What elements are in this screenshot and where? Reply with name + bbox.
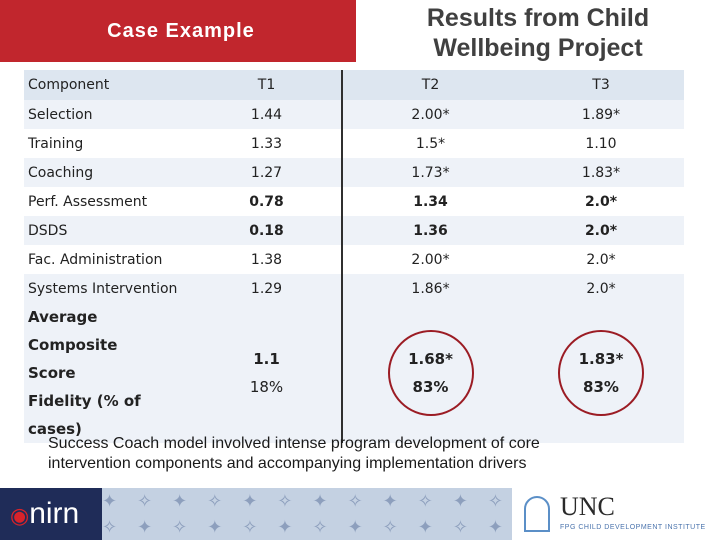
cell-t3: 1.10 — [518, 129, 684, 158]
column-header-t1: T1 — [192, 70, 343, 100]
row-label: DSDS — [24, 216, 192, 245]
average-t3-pct: 83% — [583, 378, 619, 396]
row-label: Systems Intervention — [24, 274, 192, 303]
results-table: Component T1 T2 T3 Selection 1.44 2.00* … — [24, 70, 684, 443]
column-header-t3: T3 — [518, 70, 684, 100]
slide-title-line-2: Wellbeing Project — [433, 34, 643, 62]
summary-text: Success Coach model involved intense pro… — [48, 434, 698, 474]
cell-t3: 1.83* — [518, 158, 684, 187]
highlight-circle: 1.68* 83% — [387, 330, 474, 416]
nirn-logo-text: nirn — [29, 497, 80, 530]
cell-t1: 1.27 — [192, 158, 343, 187]
cell-t3: 2.0* — [518, 274, 684, 303]
average-t1-score: 1.1 — [253, 350, 280, 368]
footer-banner: ✦✧✦✧✦✧✦✧✦✧✦✧ ✧✦✧✦✧✦✧✦✧✦✧✦ ◉nirn UNC FPG C… — [0, 488, 720, 540]
nirn-logo: ◉nirn — [10, 496, 79, 534]
old-well-icon — [524, 496, 550, 532]
summary-line: intervention components and accompanying… — [48, 455, 527, 472]
table-row: Coaching 1.27 1.73* 1.83* — [24, 158, 684, 187]
cell-t2: 2.00* — [342, 100, 518, 129]
cell-t3: 2.0* — [518, 187, 684, 216]
cell-t1: 1.29 — [192, 274, 343, 303]
cell-t2: 1.73* — [342, 158, 518, 187]
cell-t1: 1.44 — [192, 100, 343, 129]
row-label: Fac. Administration — [24, 245, 192, 274]
table-row: Perf. Assessment 0.78 1.34 2.0* — [24, 187, 684, 216]
slide-title: Results from Child Wellbeing Project — [356, 0, 720, 64]
average-t3-score: 1.83* — [578, 350, 624, 368]
highlight-circle: 1.83* 83% — [558, 330, 644, 416]
table-row: Selection 1.44 2.00* 1.89* — [24, 100, 684, 129]
average-composite-row: Average Composite Score Fidelity (% of c… — [24, 303, 684, 443]
cell-t1: 0.78 — [192, 187, 343, 216]
table-row: Systems Intervention 1.29 1.86* 2.0* — [24, 274, 684, 303]
cell-t1: 1.38 — [192, 245, 343, 274]
footer-left-band — [0, 488, 102, 540]
column-header-component: Component — [24, 70, 192, 100]
cell-t2: 1.86* — [342, 274, 518, 303]
cell-t2: 1.34 — [342, 187, 518, 216]
cell-t3: 2.0* — [518, 216, 684, 245]
table-row: DSDS 0.18 1.36 2.0* — [24, 216, 684, 245]
average-cell-t1: 1.1 18% — [192, 303, 343, 443]
case-example-tab: Case Example — [0, 0, 356, 62]
cell-t1: 1.33 — [192, 129, 343, 158]
row-label: Perf. Assessment — [24, 187, 192, 216]
star-pattern-decoration: ✦✧✦✧✦✧✦✧✦✧✦✧ ✧✦✧✦✧✦✧✦✧✦✧✦ — [102, 491, 512, 537]
table-row: Fac. Administration 1.38 2.00* 2.0* — [24, 245, 684, 274]
unc-logo-text: UNC — [560, 492, 615, 521]
unc-institute-text: FPG CHILD DEVELOPMENT INSTITUTE — [560, 524, 706, 531]
nirn-logo-mark-icon: ◉ — [10, 503, 30, 528]
cell-t1: 0.18 — [192, 216, 343, 245]
cell-t2: 2.00* — [342, 245, 518, 274]
average-composite-label: Average Composite Score Fidelity (% of c… — [24, 303, 192, 443]
average-label-line: Fidelity (% of — [28, 392, 141, 410]
average-t2-pct: 83% — [412, 378, 449, 396]
row-label: Coaching — [24, 158, 192, 187]
average-label-line: Score — [28, 364, 76, 382]
case-example-label: Case Example — [107, 19, 255, 42]
cell-t2: 1.5* — [342, 129, 518, 158]
slide-title-line-1: Results from Child — [426, 4, 650, 32]
average-t2-score: 1.68* — [408, 350, 453, 368]
column-header-t2: T2 — [342, 70, 518, 100]
average-cell-t3: 1.83* 83% — [518, 303, 684, 443]
table-row: Training 1.33 1.5* 1.10 — [24, 129, 684, 158]
average-t1-value: 1.1 18% — [224, 330, 310, 416]
summary-line: Success Coach model involved intense pro… — [48, 435, 540, 452]
average-t1-pct: 18% — [249, 378, 284, 396]
average-label-line: cases) — [28, 420, 82, 438]
cell-t3: 1.89* — [518, 100, 684, 129]
table-header-row: Component T1 T2 T3 — [24, 70, 684, 100]
cell-t2: 1.36 — [342, 216, 518, 245]
row-label: Training — [24, 129, 192, 158]
average-cell-t2: 1.68* 83% — [342, 303, 518, 443]
row-label: Selection — [24, 100, 192, 129]
cell-t3: 2.0* — [518, 245, 684, 274]
average-label-line: Average Composite — [28, 308, 118, 354]
